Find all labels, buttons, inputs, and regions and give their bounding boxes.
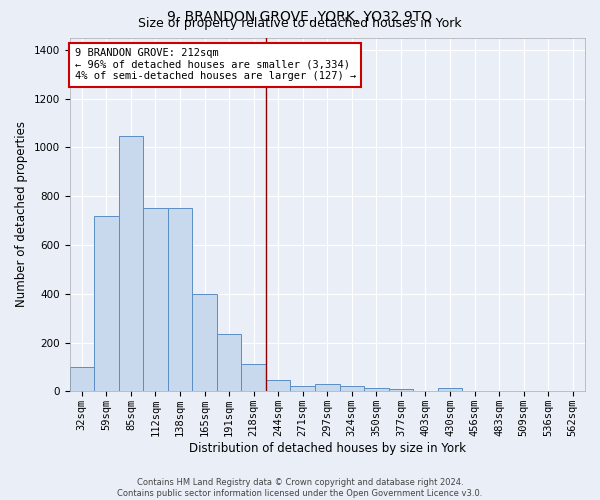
Text: 9 BRANDON GROVE: 212sqm
← 96% of detached houses are smaller (3,334)
4% of semi-: 9 BRANDON GROVE: 212sqm ← 96% of detache…	[74, 48, 356, 82]
Bar	[143, 208, 168, 392]
Bar	[266, 380, 290, 392]
Bar	[70, 367, 94, 392]
Bar	[389, 390, 413, 392]
X-axis label: Distribution of detached houses by size in York: Distribution of detached houses by size …	[189, 442, 466, 455]
Bar	[119, 136, 143, 392]
Text: 9, BRANDON GROVE, YORK, YO32 9TQ: 9, BRANDON GROVE, YORK, YO32 9TQ	[167, 10, 433, 24]
Bar	[438, 388, 462, 392]
Bar	[217, 334, 241, 392]
Bar	[192, 294, 217, 392]
Bar	[315, 384, 340, 392]
Y-axis label: Number of detached properties: Number of detached properties	[15, 122, 28, 308]
Bar	[340, 386, 364, 392]
Bar	[290, 386, 315, 392]
Bar	[241, 364, 266, 392]
Bar	[364, 388, 389, 392]
Text: Size of property relative to detached houses in York: Size of property relative to detached ho…	[138, 18, 462, 30]
Text: Contains HM Land Registry data © Crown copyright and database right 2024.
Contai: Contains HM Land Registry data © Crown c…	[118, 478, 482, 498]
Bar	[94, 216, 119, 392]
Bar	[168, 208, 192, 392]
